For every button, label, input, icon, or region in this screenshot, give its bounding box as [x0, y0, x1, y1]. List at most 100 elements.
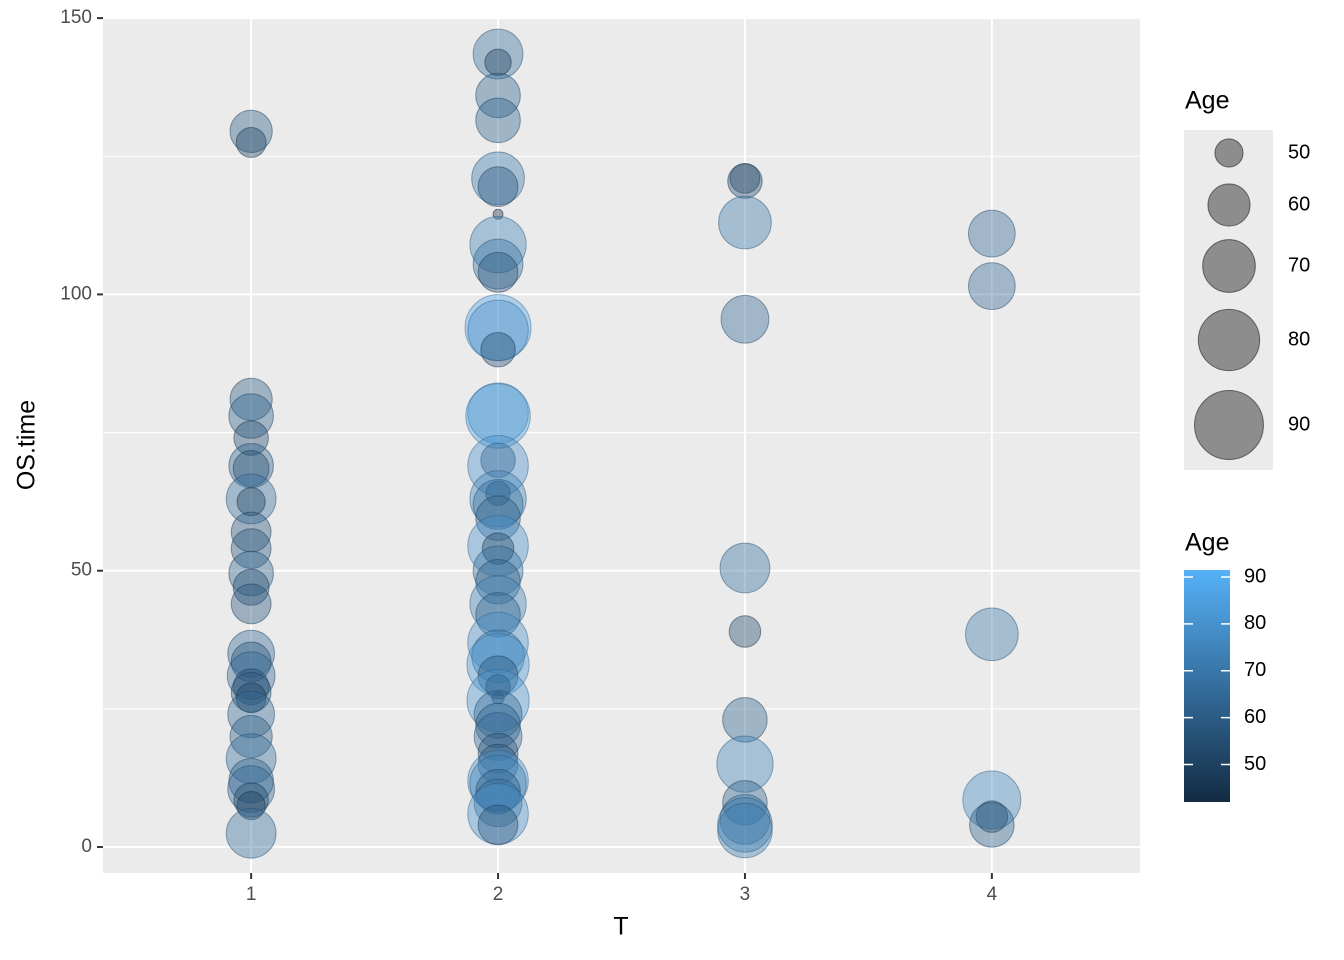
point [227, 690, 275, 739]
colorbar-label: 70 [1244, 659, 1266, 681]
colorbar [1184, 570, 1230, 802]
point [968, 209, 1016, 258]
point [230, 528, 272, 570]
colorbar-label: 60 [1244, 706, 1266, 728]
point [228, 393, 274, 439]
point [485, 674, 511, 700]
point [717, 797, 773, 853]
point [469, 575, 527, 633]
point [226, 651, 276, 701]
point [472, 479, 524, 530]
x-tick-label: 3 [740, 884, 751, 905]
point [232, 450, 270, 487]
point [235, 682, 267, 714]
y-axis-title: OS.time [13, 400, 41, 490]
point [962, 770, 1022, 830]
y-tick-label: 0 [81, 836, 92, 857]
size-legend-key [1197, 308, 1261, 372]
point [233, 782, 269, 818]
point [233, 420, 269, 456]
point [481, 532, 515, 565]
point [225, 473, 277, 525]
axes: 0 50 100 150 1 2 3 4 [60, 7, 997, 905]
size-legend-label: 90 [1288, 413, 1310, 435]
point [236, 487, 266, 517]
point [719, 542, 771, 594]
point [467, 382, 529, 444]
point [477, 251, 519, 293]
size-legend-label: 60 [1288, 193, 1310, 215]
point [229, 109, 273, 153]
x-tick-label: 2 [493, 884, 504, 905]
point [475, 559, 521, 605]
size-legend-key [1202, 239, 1256, 293]
point [235, 127, 267, 158]
size-legend-key [1214, 138, 1244, 168]
panel [103, 17, 1140, 873]
point [475, 97, 521, 144]
point [466, 669, 530, 733]
point [477, 655, 519, 697]
size-legend-label: 70 [1288, 254, 1310, 276]
point [225, 807, 277, 859]
point [722, 697, 768, 743]
size-legend-key [1194, 390, 1264, 460]
point [473, 690, 523, 739]
point [469, 470, 527, 528]
point [718, 195, 772, 250]
point [230, 583, 272, 625]
point [472, 545, 524, 597]
legends: 50 60 70 80 90 50 60 70 80 90 [1184, 138, 1310, 775]
colorbar-label: 80 [1244, 612, 1266, 634]
point [236, 791, 266, 821]
point [477, 804, 519, 846]
point [467, 299, 529, 362]
colorbar-label: 90 [1244, 565, 1266, 587]
x-tick-label: 1 [246, 884, 257, 905]
point [477, 732, 519, 774]
point [232, 568, 270, 606]
point [475, 495, 521, 541]
point [717, 802, 773, 859]
point [230, 511, 272, 553]
point [475, 592, 521, 638]
x-tick-label: 4 [987, 884, 998, 905]
size-legend-label: 50 [1288, 141, 1310, 163]
points [225, 28, 1022, 859]
point [467, 783, 529, 845]
point [491, 691, 505, 705]
grid [103, 17, 1140, 873]
point [484, 48, 512, 76]
size-legend-title: Age [1185, 87, 1229, 115]
point [465, 383, 531, 449]
point [968, 262, 1016, 310]
size-legend-key [1207, 183, 1251, 227]
point [232, 668, 270, 706]
point [485, 480, 511, 507]
point [467, 611, 529, 674]
point [472, 238, 524, 290]
y-tick-label: 150 [60, 7, 92, 28]
point [727, 163, 763, 199]
point [229, 714, 273, 759]
point [477, 166, 519, 208]
point [475, 72, 521, 119]
point [227, 765, 275, 813]
x-axis-title: T [613, 913, 628, 941]
point [467, 749, 529, 812]
size-legend-label: 80 [1288, 328, 1310, 350]
point [471, 151, 525, 206]
point [716, 735, 774, 793]
point [473, 778, 523, 828]
point [471, 629, 525, 684]
point [975, 800, 1009, 833]
point [969, 802, 1015, 848]
y-tick-label: 100 [60, 283, 92, 304]
point [230, 671, 272, 713]
color-legend-title: Age [1185, 529, 1229, 557]
point [227, 629, 275, 678]
size-legend-keys [1184, 130, 1273, 470]
point [228, 550, 274, 597]
point [475, 769, 521, 815]
